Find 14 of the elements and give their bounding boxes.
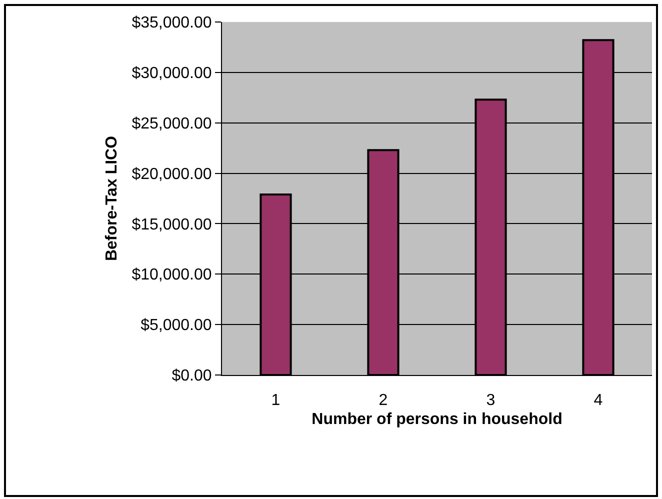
- y-tick-label: $0.00: [172, 368, 212, 385]
- y-tick-label: $25,000.00: [132, 115, 212, 132]
- x-tick-label: 4: [594, 392, 603, 410]
- x-tick-label: 1: [271, 392, 280, 410]
- y-tick-label: $20,000.00: [132, 166, 212, 183]
- x-axis-title: Number of persons in household: [312, 410, 562, 428]
- y-tick-label: $5,000.00: [140, 317, 212, 334]
- y-tick-label: $30,000.00: [132, 65, 212, 82]
- y-axis-title: Before-Tax LICO: [104, 136, 121, 262]
- y-tick-label: $10,000.00: [132, 266, 212, 284]
- x-tick-label: 2: [378, 392, 388, 410]
- y-tick-label: $35,000.00: [132, 14, 212, 32]
- y-tick-label: $15,000.00: [132, 216, 212, 234]
- x-tick-label: 3: [486, 392, 496, 410]
